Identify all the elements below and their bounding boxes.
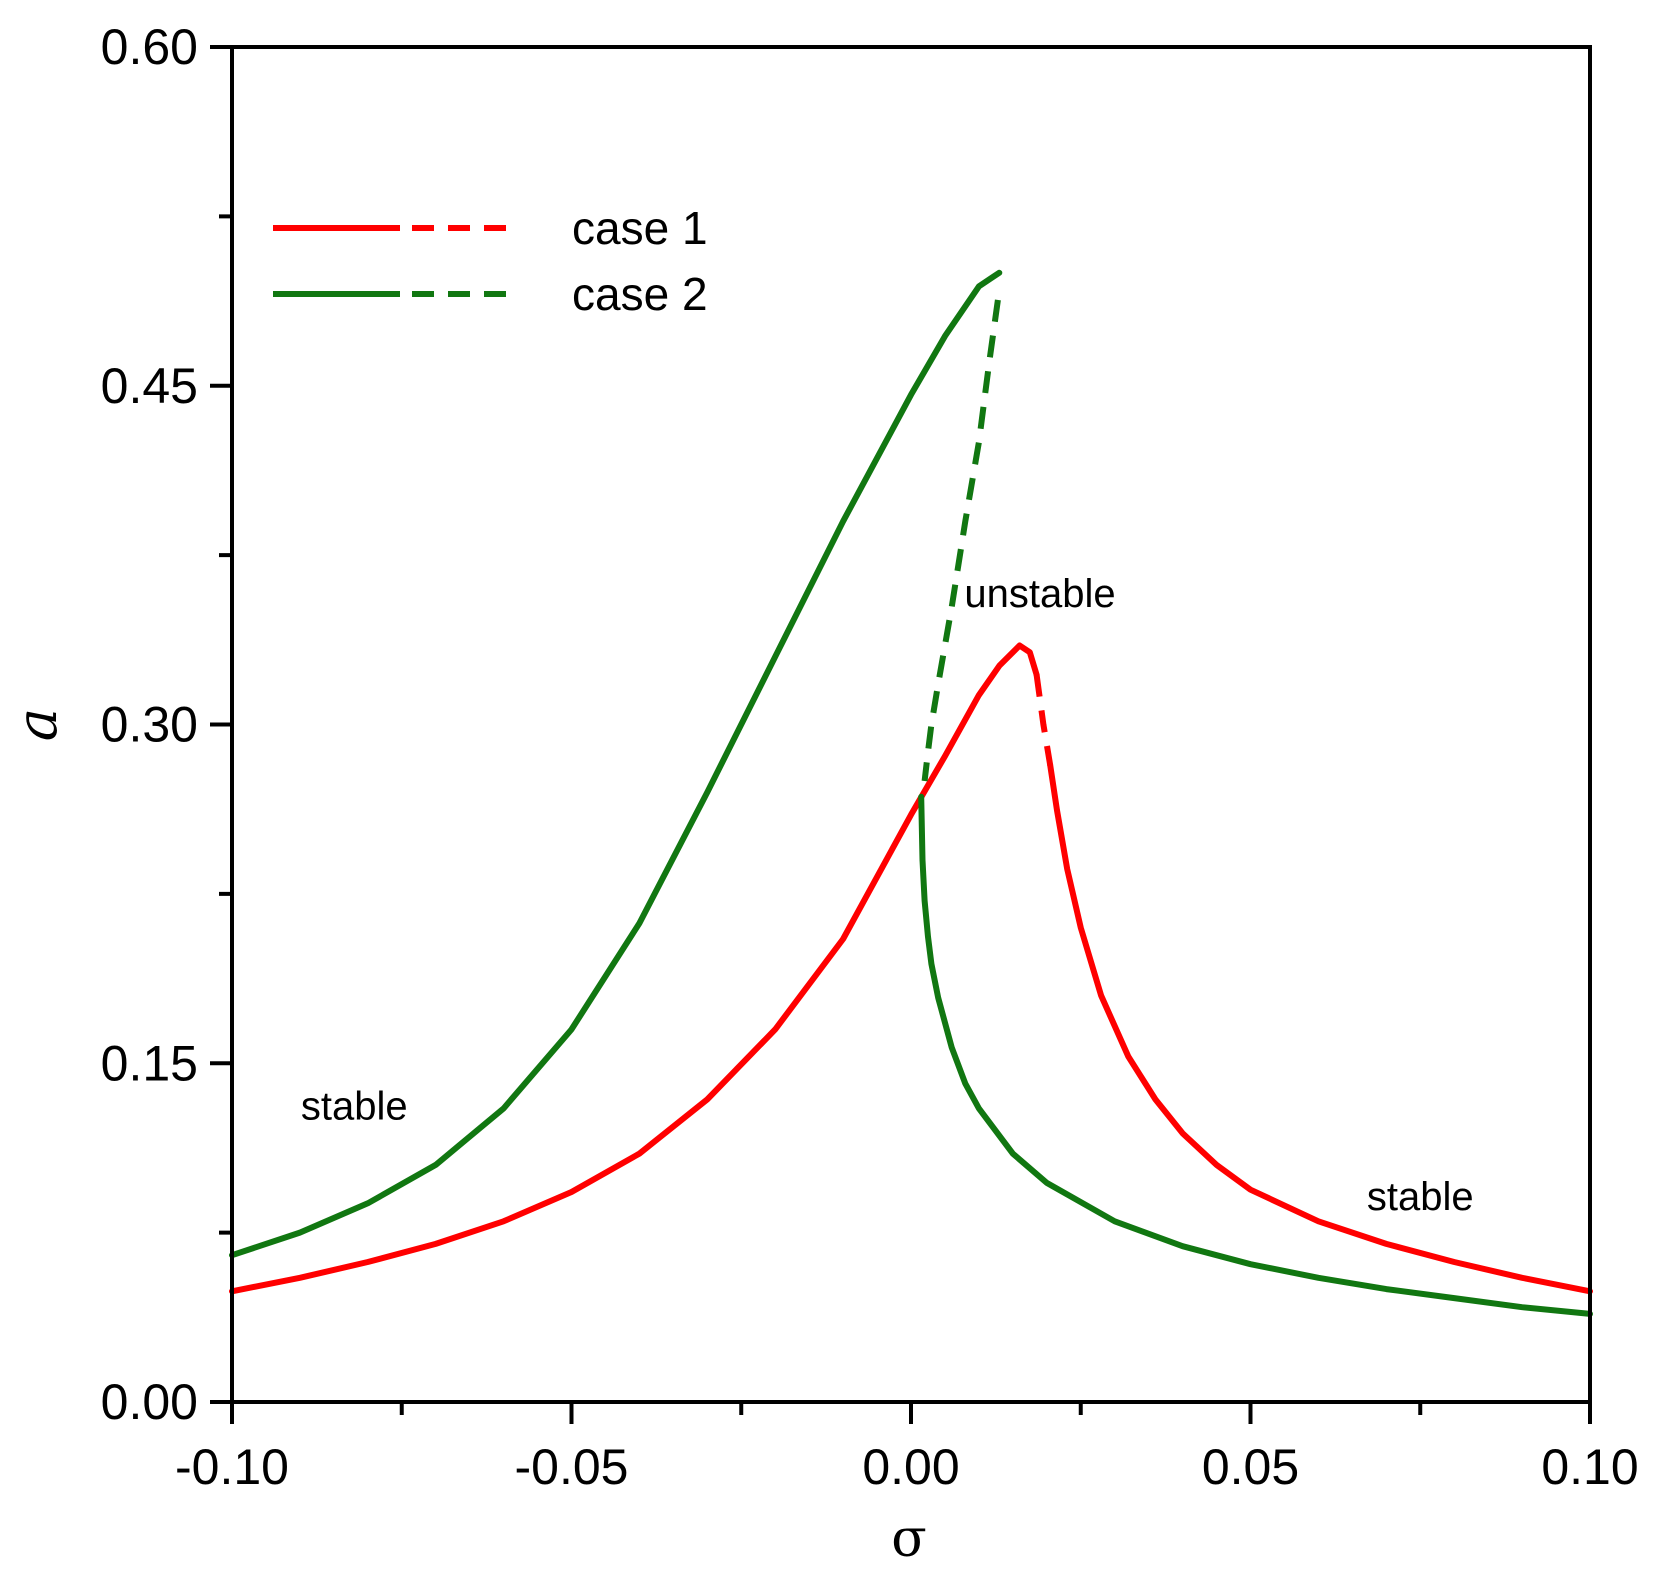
tick-labels: -0.10 -0.05 0.00 0.05 0.10 0.00 0.15 0.30 0.45 0.… xyxy=(101,19,1639,1495)
y-tick-label: 0.60 xyxy=(101,19,198,75)
y-tick-label: 0.30 xyxy=(101,697,198,753)
case2-stable-upper-branch xyxy=(229,269,1003,1259)
annotation-stable: stable xyxy=(1367,1175,1474,1219)
legend-label: case 1 xyxy=(572,202,708,254)
case1-stable-lower-branch xyxy=(1047,762,1593,1295)
annotation-unstable: unstable xyxy=(964,572,1115,616)
y-tick-label: 0.45 xyxy=(101,358,198,414)
y-axis-title: a xyxy=(5,708,70,741)
x-tick-label: -0.05 xyxy=(515,1439,629,1495)
annotation-stable: stable xyxy=(301,1085,408,1129)
legend: case 1 case 2 xyxy=(273,202,708,320)
case2-unstable-branch xyxy=(921,299,1001,782)
x-tick-label: 0.05 xyxy=(1202,1439,1299,1495)
x-tick-label: -0.10 xyxy=(175,1439,289,1495)
case1-unstable-branch xyxy=(1033,674,1054,766)
legend-label: case 2 xyxy=(572,268,708,320)
x-tick-label: 0.10 xyxy=(1541,1439,1638,1495)
tick-marks xyxy=(210,45,1592,1424)
case2-stable-lower-branch xyxy=(918,793,1593,1317)
x-tick-label: 0.00 xyxy=(862,1439,959,1495)
x-axis-title: σ xyxy=(891,1509,927,1566)
y-tick-label: 0.15 xyxy=(101,1035,198,1091)
series-group xyxy=(229,269,1593,1317)
case1-stable-upper-branch xyxy=(229,642,1040,1295)
y-tick-label: 0.00 xyxy=(101,1374,198,1430)
annotations: stable unstable stable xyxy=(301,572,1474,1219)
